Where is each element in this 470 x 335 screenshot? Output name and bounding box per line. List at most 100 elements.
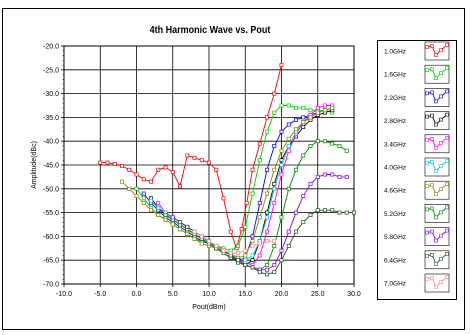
data-point (337, 210, 342, 215)
x-tick-label: 20.0 (275, 291, 289, 298)
data-point (192, 155, 197, 160)
legend-swatch-marker (430, 229, 434, 234)
data-point (272, 201, 277, 206)
y-tick-label: -45.0 (43, 163, 59, 170)
data-point (163, 217, 168, 222)
data-point (279, 172, 284, 177)
legend-swatch-marker (445, 182, 449, 186)
data-point (272, 167, 277, 172)
data-point (294, 210, 298, 215)
data-point (156, 201, 161, 206)
data-point (236, 243, 240, 248)
legend-swatch-marker (425, 184, 429, 188)
x-tick-label: 10.0 (202, 291, 216, 298)
data-point (308, 182, 313, 186)
y-axis-label: Amplitude(dBc) (31, 141, 38, 189)
data-point (272, 110, 277, 115)
legend-swatch-marker (425, 277, 429, 281)
data-point (178, 227, 182, 232)
data-point (301, 193, 306, 198)
data-point (134, 172, 139, 177)
data-point (308, 108, 313, 113)
legend-swatch-marker (430, 137, 434, 141)
data-point (286, 136, 291, 141)
legend-swatch-marker (434, 192, 438, 196)
data-point (272, 239, 277, 244)
data-point (149, 208, 153, 213)
data-point (279, 148, 284, 153)
data-point (236, 251, 240, 256)
data-point (265, 267, 269, 272)
legend-swatch-marker (425, 161, 429, 165)
legend-swatch-marker (434, 238, 438, 243)
legend-label: 5.2GHz (384, 211, 406, 218)
legend-swatch-marker (434, 285, 438, 289)
data-point (250, 191, 255, 196)
legend-label: 6.4GHz (384, 257, 406, 264)
data-point (265, 115, 269, 120)
legend-swatch-marker (434, 215, 438, 220)
data-point (286, 103, 291, 108)
x-axis-label: Pout(dBm) (192, 304, 225, 311)
legend-swatch-marker (439, 256, 443, 261)
data-point (279, 163, 284, 167)
data-point (279, 248, 284, 253)
data-point (286, 122, 291, 127)
data-point (265, 263, 269, 267)
data-point (250, 167, 255, 172)
chart-title: 4th Harmonic Wave vs. Pout (149, 25, 271, 36)
data-point (141, 196, 146, 201)
legend-swatch-marker (445, 159, 449, 163)
legend-swatch-marker (445, 43, 449, 47)
legend-swatch-marker (445, 66, 449, 70)
legend-swatch-marker (425, 138, 429, 142)
legend-swatch-marker (439, 187, 443, 191)
data-point (178, 184, 182, 189)
data-point (265, 272, 269, 277)
x-tick-label: 5.0 (168, 291, 178, 298)
data-point (250, 258, 255, 263)
data-point (149, 179, 153, 184)
data-point (294, 127, 298, 132)
legend-swatch-marker (430, 183, 434, 187)
data-point (286, 144, 291, 148)
data-point (330, 208, 335, 213)
data-point (315, 110, 320, 115)
data-point (221, 248, 226, 253)
legend-swatch-marker (445, 89, 449, 94)
legend-swatch-marker (434, 146, 438, 150)
y-tick-label: -40.0 (43, 139, 59, 146)
data-point (294, 117, 298, 122)
legend-swatch-marker (434, 261, 438, 266)
data-point (105, 160, 110, 165)
legend-swatch-marker (425, 45, 429, 49)
y-tick-label: -30.0 (43, 91, 59, 98)
data-point (207, 160, 211, 165)
plot-border (63, 45, 355, 285)
data-point (199, 158, 204, 163)
y-tick-label: -35.0 (43, 115, 59, 122)
data-point (244, 201, 249, 206)
data-point (192, 229, 197, 234)
legend-label: 2.2GHz (384, 95, 406, 102)
data-point (315, 174, 320, 179)
data-point (134, 186, 139, 191)
data-point (323, 108, 327, 113)
data-point (330, 105, 335, 110)
legend-swatch-marker (439, 71, 443, 75)
legend-swatch-marker (434, 76, 438, 80)
data-point (330, 172, 335, 177)
y-tick-label: -20.0 (43, 44, 59, 51)
legend-swatch-marker (439, 141, 443, 145)
legend-swatch-marker (439, 280, 443, 284)
data-point (286, 229, 291, 234)
legend-swatch-marker (425, 230, 429, 235)
legend-swatch-marker (439, 210, 443, 215)
data-point (221, 196, 226, 201)
data-point (301, 120, 306, 125)
data-point (178, 220, 182, 225)
data-point (134, 193, 139, 198)
legend-swatch-marker (439, 117, 443, 122)
data-point (250, 265, 255, 270)
data-point (185, 153, 190, 158)
